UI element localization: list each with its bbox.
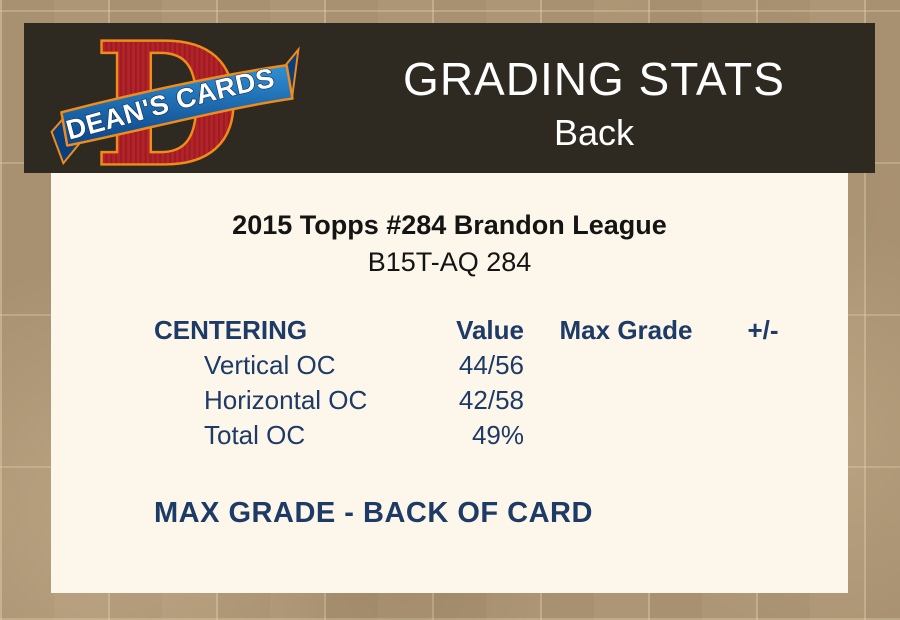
deans-cards-logo: D DEAN'S CARDS: [50, 30, 300, 172]
content-panel: 2015 Topps #284 Brandon League B15T-AQ 2…: [51, 173, 848, 593]
stat-plus-minus-total-oc: [728, 418, 798, 453]
ribbon-banner: [60, 64, 294, 147]
stats-table: CENTERING Value Max Grade +/- Vertical O…: [154, 312, 798, 453]
column-header-value: Value: [456, 315, 524, 345]
column-header-plus-minus: +/-: [747, 315, 779, 345]
stat-value-total-oc: 49%: [471, 420, 524, 450]
stat-plus-minus-horizontal-oc: [728, 383, 798, 418]
page-subtitle: Back: [553, 112, 635, 153]
card-code: B15T-AQ 284: [367, 247, 532, 277]
card-title: 2015 Topps #284 Brandon League: [232, 210, 667, 240]
stat-value-horizontal-oc: 42/58: [458, 385, 524, 415]
stat-max-grade-vertical-oc: [524, 348, 728, 383]
stat-value-vertical-oc: 44/56: [458, 350, 524, 380]
stat-label-total-oc: Total OC: [204, 420, 306, 450]
max-grade-heading: MAX GRADE - BACK OF CARD: [154, 497, 593, 529]
column-header-centering: CENTERING: [154, 315, 308, 345]
stat-label-horizontal-oc: Horizontal OC: [204, 385, 368, 415]
stat-plus-minus-vertical-oc: [728, 348, 798, 383]
header-titles: GRADING STATS Back: [324, 56, 864, 151]
stat-max-grade-total-oc: [524, 418, 728, 453]
column-header-max-grade: Max Grade: [559, 315, 693, 345]
page-title: GRADING STATS: [403, 53, 785, 105]
header-bar: D DEAN'S CARDS GRADING STATS Back: [24, 23, 875, 173]
stat-max-grade-horizontal-oc: [524, 383, 728, 418]
stat-label-vertical-oc: Vertical OC: [204, 350, 336, 380]
